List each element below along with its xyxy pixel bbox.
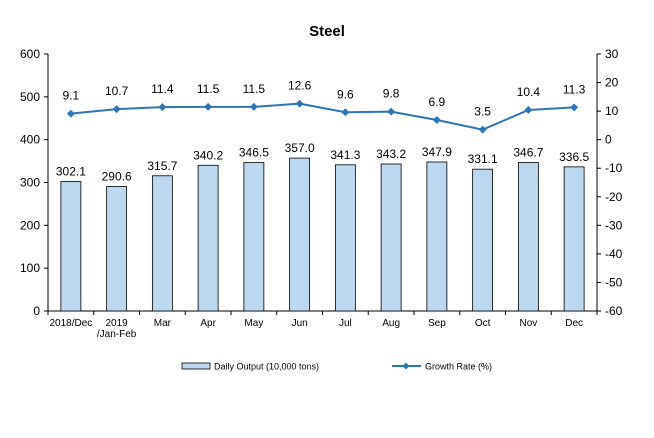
x-category-label: 2019/Jan-Feb <box>97 318 137 340</box>
line-series-growth-rate <box>66 99 579 134</box>
growth-rate-line <box>70 102 575 131</box>
bar-data-label: 346.5 <box>239 146 269 160</box>
left-tick-label: 200 <box>20 218 40 232</box>
line-data-label: 11.5 <box>197 82 220 96</box>
bar-daily-output <box>517 162 539 312</box>
x-category-label: Mar <box>154 318 172 329</box>
growth-rate-point <box>432 116 441 124</box>
bar-daily-output <box>243 162 265 312</box>
growth-rate-point <box>478 125 487 134</box>
bar-data-label: 357.0 <box>285 141 315 155</box>
bar-daily-output <box>472 168 494 312</box>
bar-daily-output <box>151 175 173 312</box>
line-data-label: 10.7 <box>105 84 129 98</box>
bar-data-label: 346.7 <box>513 145 543 159</box>
right-tick-label: 0 <box>605 133 612 147</box>
bar-data-label: 290.6 <box>102 170 132 184</box>
left-tick-label: 0 <box>33 304 40 318</box>
line-data-label: 3.5 <box>474 105 491 119</box>
growth-rate-point <box>204 102 213 111</box>
line-data-label: 11.4 <box>151 82 174 96</box>
x-category-label: Dec <box>565 318 583 329</box>
legend-bar-swatch <box>181 362 211 370</box>
growth-rate-point <box>112 105 121 114</box>
left-tick-label: 500 <box>20 90 40 104</box>
legend-line-marker <box>402 362 410 370</box>
bar-data-label: 315.7 <box>147 159 177 173</box>
bar-data-label: 336.5 <box>559 150 589 164</box>
line-data-label: 9.8 <box>383 87 400 101</box>
x-category-label: Oct <box>475 318 491 329</box>
chart-title: Steel <box>309 23 345 40</box>
bar-data-label: 340.2 <box>193 148 223 162</box>
growth-rate-point <box>158 103 167 112</box>
x-category-label: 2018/Dec <box>49 318 92 329</box>
right-tick-label: -40 <box>605 247 623 261</box>
x-category-label: Apr <box>200 318 216 329</box>
bar-data-label: 341.3 <box>330 148 360 162</box>
growth-rate-point <box>66 109 75 118</box>
x-category-label: Jun <box>292 318 308 329</box>
legend: Daily Output (10,000 tons) Growth Rate (… <box>181 362 492 372</box>
bar-daily-output <box>380 163 402 312</box>
legend-bar-label: Daily Output (10,000 tons) <box>214 362 319 372</box>
left-tick-label: 100 <box>20 261 40 275</box>
left-tick-label: 400 <box>20 133 40 147</box>
bar-data-label: 347.9 <box>422 145 452 159</box>
bar-daily-output <box>563 166 585 312</box>
bar-daily-output <box>197 164 219 312</box>
line-data-label: 9.1 <box>63 89 80 103</box>
line-data-label: 11.5 <box>243 82 266 96</box>
axes: 0 100 200 300 400 500 600 -60 -50 -40 -30 -20 -10 0 10… <box>20 47 623 340</box>
right-tick-label: -10 <box>605 161 623 175</box>
bar-data-label: 302.1 <box>56 165 86 179</box>
right-tick-label: -50 <box>605 275 623 289</box>
growth-rate-point <box>341 108 350 117</box>
growth-rate-point <box>295 99 304 108</box>
bar-daily-output <box>106 186 128 312</box>
line-data-label: 11.3 <box>563 82 586 96</box>
x-category-label: Nov <box>519 318 537 329</box>
growth-rate-point <box>570 103 579 112</box>
growth-rate-point <box>249 102 258 111</box>
line-data-label: 6.9 <box>429 95 446 109</box>
data-labels: 302.1 290.6 315.7 340.2 346.5 357.0 341.3 343.2… <box>56 79 590 184</box>
right-tick-label: 30 <box>605 47 619 61</box>
right-tick-label: 10 <box>605 104 619 118</box>
x-category-label: Aug <box>382 318 400 329</box>
bar-daily-output <box>426 161 448 312</box>
x-category-label: May <box>244 318 263 329</box>
left-tick-label: 300 <box>20 176 40 190</box>
bar-daily-output <box>60 181 82 312</box>
right-tick-label: -30 <box>605 218 623 232</box>
right-tick-label: -20 <box>605 190 623 204</box>
bar-data-label: 331.1 <box>468 152 498 166</box>
line-data-label: 12.6 <box>288 79 312 93</box>
right-tick-label: -60 <box>605 304 623 318</box>
bar-series-daily-output <box>60 157 585 312</box>
x-category-label: Jul <box>339 318 352 329</box>
x-category-label: Sep <box>428 318 446 329</box>
bar-daily-output <box>334 164 356 312</box>
left-tick-label: 600 <box>20 47 40 61</box>
bar-data-label: 343.2 <box>376 147 406 161</box>
growth-rate-point <box>387 107 396 116</box>
line-data-label: 9.6 <box>337 87 354 101</box>
bar-daily-output <box>289 157 311 312</box>
growth-rate-point <box>524 106 533 114</box>
line-data-label: 10.4 <box>517 85 541 99</box>
right-tick-label: 20 <box>605 76 619 90</box>
legend-line-label: Growth Rate (%) <box>425 362 492 372</box>
